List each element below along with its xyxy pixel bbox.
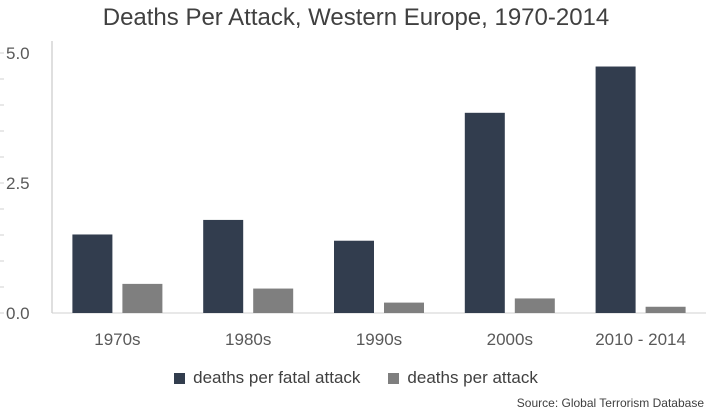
x-tick-label: 2000s — [487, 330, 533, 349]
legend-item-all: deaths per attack — [388, 368, 538, 388]
y-tick-label: 5.0 — [6, 44, 30, 63]
legend-label: deaths per fatal attack — [193, 368, 361, 387]
y-tick-label: 0.0 — [6, 304, 30, 323]
legend-item-fatal: deaths per fatal attack — [174, 368, 360, 388]
x-tick-label: 2010 - 2014 — [595, 330, 686, 349]
bar-deaths-per-fatal-attack — [203, 219, 244, 313]
legend: deaths per fatal attack deaths per attac… — [0, 368, 712, 388]
x-tick-label: 1980s — [225, 330, 271, 349]
bar-deaths-per-attack — [514, 298, 555, 313]
bar-deaths-per-fatal-attack — [595, 66, 636, 314]
bar-deaths-per-attack — [645, 306, 686, 313]
bar-deaths-per-attack — [122, 283, 163, 313]
x-tick-label: 1990s — [356, 330, 402, 349]
bar-deaths-per-attack — [384, 302, 424, 313]
bar-deaths-per-fatal-attack — [464, 112, 505, 313]
legend-swatch — [174, 372, 186, 384]
bar-deaths-per-fatal-attack — [72, 234, 113, 313]
x-tick-label: 1970s — [94, 330, 140, 349]
chart-title: Deaths Per Attack, Western Europe, 1970-… — [102, 4, 610, 31]
bar-deaths-per-fatal-attack — [334, 240, 374, 313]
bar-deaths-per-attack — [253, 288, 294, 313]
legend-label: deaths per attack — [407, 368, 538, 387]
legend-swatch — [388, 372, 400, 384]
source-note: Source: Global Terrorism Database — [516, 396, 704, 410]
y-tick-label: 2.5 — [6, 174, 30, 193]
